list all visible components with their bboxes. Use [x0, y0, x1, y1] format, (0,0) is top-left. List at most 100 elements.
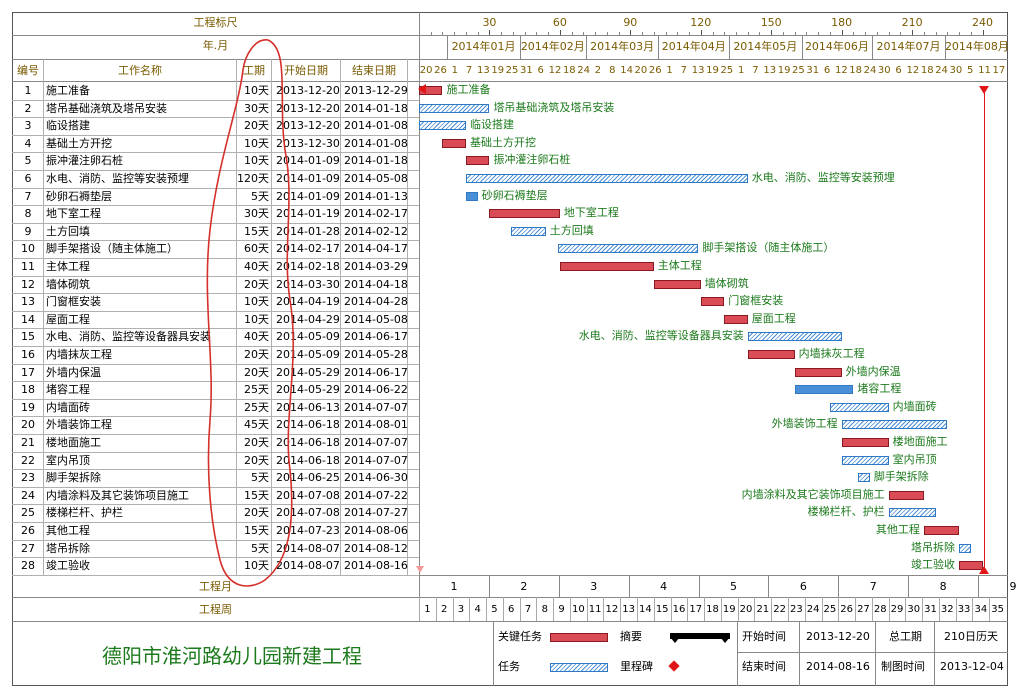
table-col-divider: [271, 59, 272, 575]
task-duration: 15天: [244, 224, 269, 238]
gantt-bar-task[interactable]: [557, 244, 699, 254]
task-name[interactable]: 施工准备: [46, 84, 90, 97]
footer-month-divider: [558, 575, 560, 597]
task-start-date: 2014-01-19: [276, 207, 340, 221]
gantt-bar-label: 墙体砌筑: [704, 276, 749, 290]
task-no: 7: [24, 189, 32, 203]
task-name[interactable]: 脚手架搭设（随主体施工）: [46, 242, 178, 256]
gantt-bar-solid[interactable]: [465, 191, 478, 201]
gantt-bar-task[interactable]: [747, 332, 842, 342]
task-duration: 10天: [244, 136, 269, 150]
row-divider: [12, 346, 419, 347]
task-duration: 30天: [244, 207, 269, 221]
footer-month-divider: [978, 575, 980, 597]
task-name[interactable]: 内墙涂料及其它装饰项目施工: [46, 488, 189, 502]
task-name[interactable]: 屋面工程: [46, 312, 90, 326]
row-divider: [12, 258, 419, 259]
task-no: 3: [24, 119, 32, 133]
ruler-minor-tick: [818, 32, 820, 35]
gantt-bar-crit[interactable]: [559, 262, 654, 271]
gantt-bar-crit[interactable]: [794, 367, 842, 377]
task-name[interactable]: 外墙装饰工程: [46, 418, 112, 432]
legend-summary-cap-left: [670, 637, 680, 643]
gantt-bar-crit[interactable]: [489, 209, 560, 219]
task-end-date: 2014-08-06: [344, 524, 408, 537]
row-divider: [12, 187, 419, 189]
gantt-bar-task[interactable]: [419, 121, 466, 131]
gantt-bar-label: 屋面工程: [751, 311, 796, 325]
task-duration: 120天: [237, 172, 269, 185]
footer-week-divider: [637, 597, 639, 621]
gantt-bar-task[interactable]: [829, 402, 889, 412]
task-name[interactable]: 砂卵石褥垫层: [46, 189, 112, 203]
gantt-bar-crit[interactable]: [888, 490, 924, 500]
task-name[interactable]: 水电、消防、监控等设备器具安装: [46, 330, 211, 344]
footer-week-divider: [586, 597, 588, 621]
row-divider: [12, 469, 419, 471]
footer-week-number: 19: [722, 604, 736, 615]
gantt-bar-crit[interactable]: [653, 279, 701, 289]
task-name[interactable]: 塔吊拆除: [46, 541, 90, 555]
gantt-bar-crit[interactable]: [442, 138, 466, 148]
task-name[interactable]: 塔吊基础浇筑及塔吊安装: [46, 101, 167, 115]
task-name[interactable]: 内墙抹灰工程: [46, 348, 112, 361]
footer-week-number: 17: [689, 604, 703, 615]
ruler-minor-tick: [712, 32, 714, 35]
task-duration: 45天: [244, 418, 269, 432]
legend-hline: [737, 652, 1008, 653]
task-name[interactable]: 楼地面施工: [46, 436, 101, 449]
table-col-divider: [43, 59, 44, 575]
gantt-bar-task[interactable]: [419, 103, 490, 113]
footer-month-divider: [698, 575, 700, 597]
gantt-bar-crit[interactable]: [959, 561, 983, 571]
gantt-bar-task[interactable]: [858, 473, 870, 483]
gantt-bar-crit[interactable]: [747, 350, 795, 359]
task-name[interactable]: 地下室工程: [46, 207, 101, 221]
day-label: 11: [978, 65, 991, 76]
task-name[interactable]: 内墙面砖: [46, 400, 90, 414]
gantt-bar-crit[interactable]: [923, 526, 960, 535]
row-divider: [12, 522, 419, 523]
task-name[interactable]: 临设搭建: [46, 119, 90, 133]
ruler-label: 工程标尺: [193, 16, 238, 29]
task-start-date: 2014-01-09: [276, 189, 340, 203]
task-name[interactable]: 其他工程: [46, 524, 90, 537]
gantt-bar-task[interactable]: [510, 226, 546, 236]
gantt-bar-task[interactable]: [959, 543, 971, 553]
gantt-bar-label: 土方回填: [549, 223, 594, 237]
row-divider: [12, 416, 419, 418]
task-name[interactable]: 基础土方开挖: [46, 136, 112, 150]
gantt-bar-crit[interactable]: [465, 156, 490, 166]
task-name[interactable]: 竣工验收: [46, 559, 90, 573]
gantt-bar-task[interactable]: [465, 174, 748, 183]
task-name[interactable]: 室内吊顶: [46, 453, 90, 467]
gantt-bar-crit[interactable]: [724, 314, 748, 324]
task-name[interactable]: 振冲灌注卵石桩: [46, 154, 123, 168]
footer-week-divider: [855, 597, 857, 621]
gantt-bar-crit[interactable]: [841, 438, 889, 447]
gantt-bar-solid[interactable]: [794, 385, 854, 395]
task-end-date: 2014-07-07: [344, 400, 408, 414]
footer-week-divider: [452, 597, 454, 621]
gantt-bar-task[interactable]: [841, 420, 948, 430]
month-divider: [944, 35, 946, 59]
task-name[interactable]: 楼梯栏杆、护栏: [46, 506, 123, 520]
footer-week-number: 31: [924, 604, 937, 615]
ruler-tick-label: 120: [690, 16, 712, 29]
task-name[interactable]: 外墙内保温: [46, 365, 101, 379]
task-end-date: 2014-02-17: [344, 207, 408, 221]
task-name[interactable]: 脚手架拆除: [46, 471, 101, 485]
task-name[interactable]: 堵容工程: [46, 383, 90, 397]
footer-week-number: 3: [457, 604, 465, 615]
gantt-bar-task[interactable]: [841, 455, 889, 465]
task-name[interactable]: 土方回填: [46, 224, 90, 238]
task-name[interactable]: 墙体砌筑: [46, 277, 90, 291]
draw-date-label: 制图时间: [881, 660, 925, 673]
gantt-bar-crit[interactable]: [700, 297, 725, 307]
task-name[interactable]: 主体工程: [46, 260, 90, 273]
task-name[interactable]: 水电、消防、监控等安装预埋: [46, 172, 189, 185]
task-start-date: 2014-07-23: [276, 524, 340, 537]
task-name[interactable]: 门窗框安装: [46, 295, 101, 309]
gantt-bar-task[interactable]: [888, 508, 936, 518]
footer-week-number: 7: [524, 604, 532, 615]
